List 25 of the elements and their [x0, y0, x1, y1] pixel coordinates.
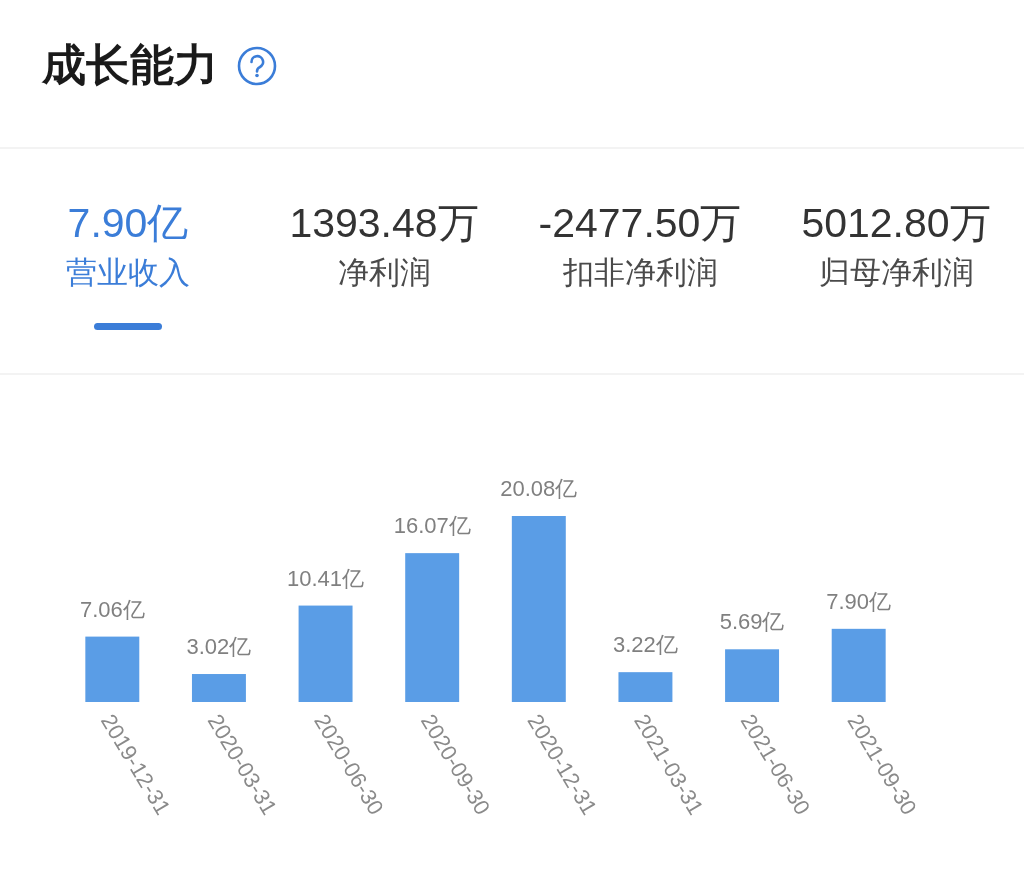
- bar: [618, 672, 673, 702]
- bar: [511, 516, 566, 702]
- bar: [191, 674, 246, 702]
- text: 成长能力: [41, 40, 218, 89]
- text: 1393.48万: [289, 200, 479, 246]
- bar: [85, 636, 140, 702]
- value-label: 7.06亿: [79, 596, 145, 622]
- value-label: 10.41亿: [287, 565, 365, 591]
- text: 7.90亿: [67, 200, 189, 246]
- value-label: 3.22亿: [613, 632, 678, 658]
- value-label: 7.90亿: [826, 588, 892, 614]
- value-label: 20.08亿: [500, 476, 578, 501]
- value-label: 3.02亿: [186, 634, 252, 660]
- text: 归母净利润: [818, 255, 974, 290]
- bar: [405, 553, 460, 702]
- value-label: 16.07亿: [393, 513, 471, 539]
- bar: [725, 649, 780, 702]
- text: 净利润: [337, 255, 431, 290]
- text: 扣非净利润: [561, 255, 718, 290]
- value-label: 5.69亿: [719, 609, 785, 635]
- text: 5012.80万: [801, 200, 991, 246]
- text: 营业收入: [66, 255, 190, 290]
- text: -2477.50万: [538, 200, 742, 246]
- bar: [298, 605, 353, 702]
- bar: [831, 628, 886, 702]
